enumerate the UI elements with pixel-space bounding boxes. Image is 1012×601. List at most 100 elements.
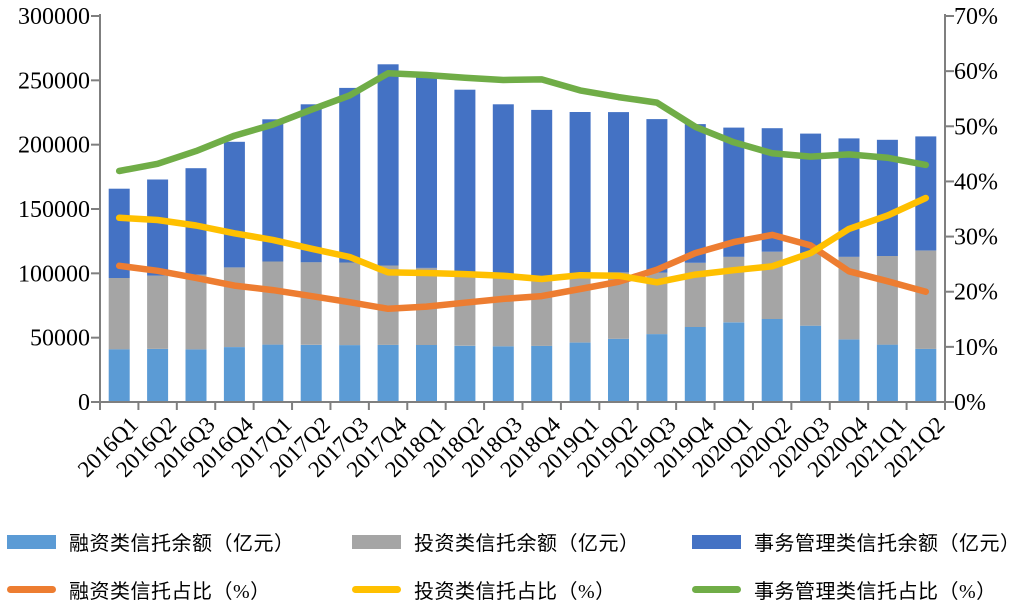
bar-segment-s1-2018Q3 [492,278,514,347]
bar-segment-s0-2020Q1 [723,322,745,402]
bar-segment-s2-2021Q2 [915,136,937,251]
bar-segment-s0-2018Q4 [531,345,553,402]
right-axis-tick-label: 50% [954,114,998,140]
legend-item-financing-ratio: 融资类信托占比（%） [7,575,271,601]
bars-group [108,64,937,402]
bar-segment-s2-2020Q2 [761,128,783,252]
bar-segment-s0-2020Q4 [838,339,860,402]
bar-segment-s1-2016Q2 [147,275,169,349]
bar-segment-s0-2019Q3 [646,334,668,402]
right-axis-tick-label: 0% [954,390,986,416]
bar-segment-s0-2016Q2 [147,349,169,402]
bar-segment-s0-2017Q2 [300,344,322,402]
left-axis-tick-label: 200000 [18,133,90,159]
bar-segment-s1-2019Q3 [646,272,668,335]
bar-segment-s1-2017Q2 [300,262,322,345]
right-axis-tick-label: 60% [954,59,998,85]
bar-segment-s1-2018Q4 [531,280,553,346]
x-labels-group: 2016Q12016Q22016Q32016Q42017Q12017Q22017… [73,412,950,482]
legend-label: 事务管理类信托余额（亿元） [754,533,1012,555]
bar-segment-s1-2020Q3 [800,253,822,326]
bar-segment-s0-2017Q4 [377,344,399,402]
bar-segment-s2-2019Q4 [684,124,706,263]
axes-group: 0 50000 100000 150000 200000 250000 300000 0% 10… [18,4,998,416]
bar-segment-s2-2018Q1 [416,72,437,268]
bar-segment-s0-2018Q3 [492,346,514,402]
bar-segment-s1-2021Q2 [915,250,937,349]
bar-segment-s0-2020Q2 [761,319,783,402]
bar-segment-s0-2016Q3 [185,349,207,402]
right-axis-tick-label: 20% [954,280,998,306]
bar-segment-s1-2017Q4 [377,265,399,345]
legend-label: 投资类信托余额（亿元） [414,533,640,555]
bar-segment-s2-2020Q1 [723,127,745,257]
bar-segment-s1-2019Q2 [608,272,629,339]
bar-segment-s2-2017Q1 [262,119,284,262]
lines-group [115,70,930,313]
legend-item-admin-ratio: 事务管理类信托占比（%） [692,575,997,601]
bar-segment-s2-2018Q3 [492,104,514,279]
bar-segment-s2-2017Q3 [339,87,361,263]
bar-segment-s0-2019Q2 [608,338,629,402]
bar-segment-s2-2019Q2 [608,112,629,273]
bar-segment-s1-2021Q1 [876,256,898,345]
legend-label: 事务管理类信托占比（%） [754,581,997,601]
bar-segment-s0-2020Q3 [800,325,822,402]
bar-segment-s0-2018Q1 [416,345,437,402]
right-axis-tick-label: 10% [954,335,998,361]
bar-segment-s2-2016Q1 [108,188,130,278]
bar-segment-s1-2020Q4 [838,256,860,340]
bar-segment-s2-2020Q3 [800,133,822,254]
right-axis-tick-label: 30% [954,225,998,251]
bar-segment-s2-2019Q3 [646,119,668,273]
bar-segment-s1-2016Q4 [223,267,245,347]
line-series-1 [115,194,930,286]
bar-segment-s2-2021Q1 [876,139,898,256]
bar-segment-s0-2021Q1 [876,344,898,402]
legend-item-investment-balance: 投资类信托余额（亿元） [352,527,640,556]
bar-segment-s0-2016Q1 [108,349,130,402]
bar-segment-s1-2018Q2 [454,273,476,346]
left-axis-tick-label: 150000 [18,197,90,223]
bar-segment-s2-2017Q4 [377,64,399,266]
legend-label: 融资类信托占比（%） [69,581,271,601]
financing-ratio-swatch [7,586,56,593]
legend-item-investment-ratio: 投资类信托占比（%） [352,575,616,601]
legend-label: 投资类信托占比（%） [414,581,616,601]
bar-segment-s2-2019Q1 [569,112,591,276]
admin-balance-swatch [692,534,741,549]
bar-segment-s1-2017Q1 [262,261,284,345]
bar-segment-s1-2016Q1 [108,278,130,350]
legend-item-financing-balance: 融资类信托余额（亿元） [7,527,295,556]
left-axis-tick-label: 0 [78,390,90,416]
admin-ratio-swatch [692,586,741,593]
bar-segment-s0-2017Q3 [339,345,361,402]
bar-segment-s0-2016Q4 [223,347,245,402]
bar-segment-s2-2016Q3 [185,168,207,275]
bar-segment-s0-2021Q2 [915,348,937,402]
bar-segment-s2-2016Q2 [147,179,169,276]
bar-segment-s1-2016Q3 [185,274,207,350]
investment-ratio-swatch [352,586,401,593]
bar-segment-s0-2019Q1 [569,342,591,402]
legend-item-admin-balance: 事务管理类信托余额（亿元） [692,527,1012,556]
bar-segment-s2-2016Q4 [223,141,245,268]
financing-balance-swatch [7,534,56,549]
bar-segment-s0-2017Q1 [262,344,284,402]
investment-balance-swatch [352,534,401,549]
bar-segment-s2-2017Q2 [300,104,322,263]
line-series-0 [115,231,930,313]
bar-segment-s0-2018Q2 [454,345,476,402]
left-axis-tick-label: 250000 [18,68,90,94]
legend-label: 融资类信托余额（亿元） [69,533,295,555]
bar-segment-s2-2018Q4 [531,109,553,281]
right-axis-tick-label: 70% [954,4,998,30]
left-axis-tick-label: 300000 [18,4,90,30]
bar-segment-s0-2019Q4 [684,327,706,402]
left-axis-tick-label: 100000 [18,261,90,287]
line-series-2 [115,70,930,175]
right-axis-tick-label: 40% [954,169,998,195]
bar-segment-s2-2018Q2 [454,89,476,274]
